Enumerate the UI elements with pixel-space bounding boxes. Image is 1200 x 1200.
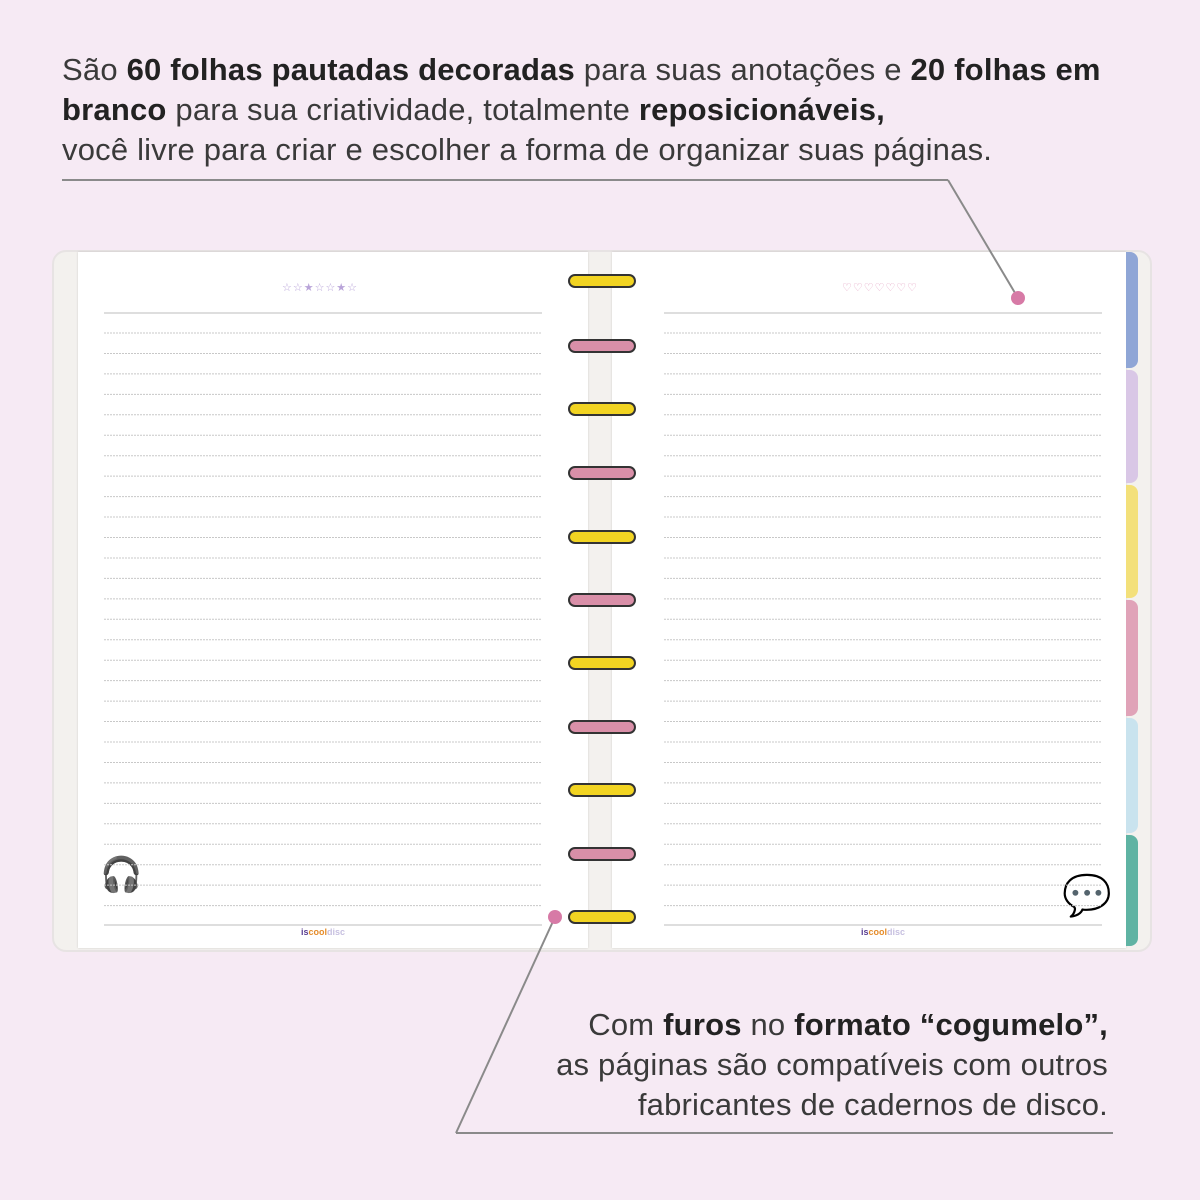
logo: iscooldisc xyxy=(301,927,346,937)
binder-disc xyxy=(568,466,636,480)
hearts-decoration: ♡♡♡♡♡♡♡ xyxy=(842,282,919,294)
binder-disc xyxy=(568,339,636,353)
logo: iscooldisc xyxy=(861,927,906,937)
heart-bubble-icon: 💬 xyxy=(1062,874,1113,918)
binder-disc xyxy=(568,720,636,734)
binder-disc xyxy=(568,847,636,861)
callout-line xyxy=(947,179,1019,299)
divider-tab[interactable] xyxy=(1126,252,1138,368)
top-caption: São 60 folhas pautadas decoradas para su… xyxy=(62,52,1101,167)
binder-disc xyxy=(568,783,636,797)
left-page xyxy=(78,252,588,948)
callout-dot xyxy=(1011,291,1025,305)
divider-tab[interactable] xyxy=(1126,600,1138,716)
right-page xyxy=(612,252,1126,948)
callout-line xyxy=(455,916,556,1134)
divider-tab[interactable] xyxy=(1126,370,1138,483)
binder-disc xyxy=(568,910,636,924)
divider-tab[interactable] xyxy=(1126,718,1138,833)
binder-disc xyxy=(568,656,636,670)
divider-tab[interactable] xyxy=(1126,485,1138,598)
stars-decoration: ☆☆★☆☆★☆ xyxy=(282,282,359,294)
binder-disc xyxy=(568,530,636,544)
headphones-icon: 🎧 xyxy=(100,856,144,894)
callout-dot xyxy=(548,910,562,924)
bottom-caption: Com furos no formato “cogumelo”, as págin… xyxy=(556,1007,1108,1122)
binder-disc xyxy=(568,274,636,288)
divider-tab[interactable] xyxy=(1126,835,1138,946)
binder-disc xyxy=(568,593,636,607)
binder-disc xyxy=(568,402,636,416)
